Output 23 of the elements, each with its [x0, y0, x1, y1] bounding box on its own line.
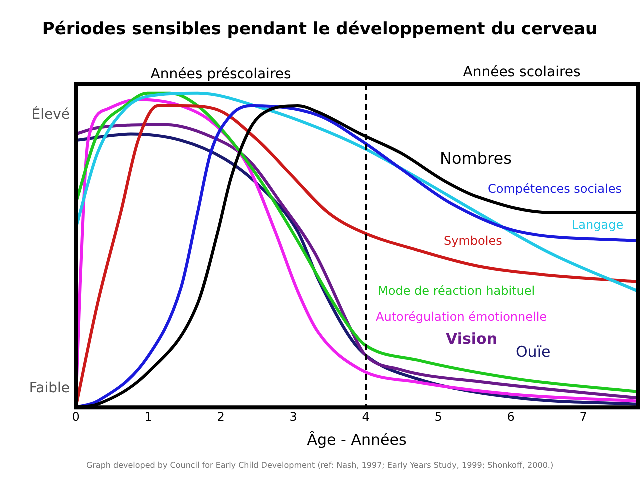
- x-tick-label: 5: [434, 410, 442, 424]
- text: Ouïe: [516, 342, 551, 361]
- text: Langage: [572, 218, 624, 232]
- text: Graph developed by Council for Early Child Development (ref: Nash, 1997; Early Years Study, 1999; Shonkoff, 2000.): [86, 461, 554, 470]
- series-label: Compétences sociales: [488, 182, 622, 196]
- text: Vision: [446, 330, 498, 348]
- x-tick-label: 4: [362, 410, 370, 424]
- text: Années préscolaires: [150, 66, 292, 83]
- x-tick-label: 6: [507, 410, 515, 424]
- text: Faible: [29, 380, 70, 396]
- text: Autorégulation émotionnelle: [376, 310, 548, 324]
- series-label: Nombres: [440, 149, 512, 168]
- text: Mode de réaction habituel: [378, 284, 536, 298]
- chart-title: Périodes sensibles pendant le développement du cerveau: [42, 19, 598, 40]
- text: Années scolaires: [463, 64, 581, 81]
- x-tick-label: 2: [217, 410, 225, 424]
- x-tick-label: 1: [144, 410, 152, 424]
- text: Élevé: [32, 106, 70, 124]
- x-tick-label: 7: [580, 410, 588, 424]
- x-tick-label: 3: [290, 410, 298, 424]
- x-tick-label: 0: [72, 410, 80, 424]
- x-axis-title: Âge - Années: [307, 430, 407, 449]
- series-label: Symboles: [444, 234, 502, 248]
